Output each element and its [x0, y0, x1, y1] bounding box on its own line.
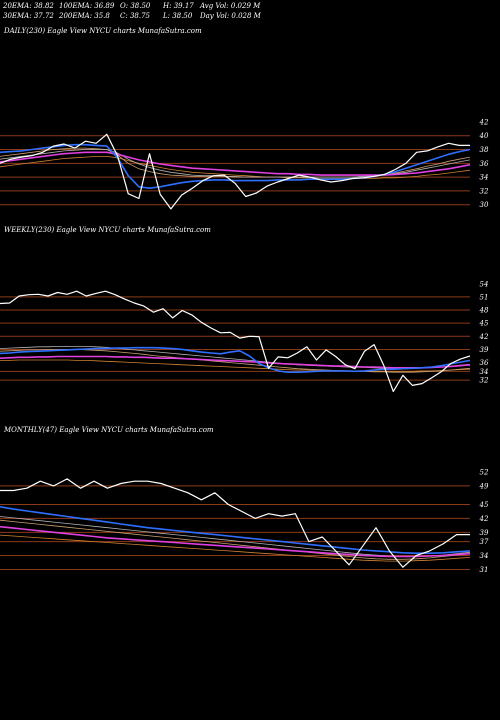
daily-chart-title: DAILY(230) Eagle View NYCU charts Munafa…: [4, 27, 202, 35]
weekly-ema-line-pink: [0, 355, 471, 369]
weekly-chart-title: WEEKLY(230) Eagle View NYCU charts Munaf…: [4, 226, 211, 234]
daily-y-tick-label: 32: [480, 187, 489, 195]
daily-y-tick-label: 36: [480, 160, 489, 168]
ema20-stat: 20EMA: 38.82: [3, 2, 54, 10]
weekly-ema-line-blue: [0, 346, 471, 374]
daily-y-tick-label: 30: [480, 201, 489, 209]
avg-vol-stat: Avg Vol: 0.029 M: [200, 2, 261, 10]
monthly-chart-title: MONTHLY(47) Eagle View NYCU charts Munaf…: [4, 426, 214, 434]
monthly-y-tick-label: 52: [480, 468, 489, 476]
weekly-y-tick-label: 48: [479, 307, 489, 315]
monthly-ema-line-tan: [0, 519, 471, 560]
ema30-stat: 30EMA: 37.72: [3, 12, 54, 20]
monthly-y-tick-label: 31: [480, 566, 489, 574]
open-stat: O: 38.50: [120, 2, 151, 10]
high-stat: H: 39.17: [163, 2, 194, 10]
daily-ema-line-pink: [0, 151, 471, 176]
weekly-y-tick-label: 36: [480, 359, 489, 367]
monthly-ema-line-blue: [0, 506, 471, 555]
monthly-y-tick-label: 45: [479, 501, 489, 509]
daily-y-tick-label: 42: [479, 118, 489, 126]
daily-y-tick-label: 34: [480, 174, 489, 182]
daily-price-line: [0, 133, 470, 210]
monthly-y-tick-label: 39: [480, 529, 489, 537]
monthly-ema-line-pink: [0, 525, 471, 558]
daily-ema-line-orange: [0, 155, 471, 179]
monthly-y-tick-label: 34: [480, 552, 489, 560]
close-stat: C: 38.75: [120, 12, 150, 20]
weekly-ema-line-orange: [0, 359, 471, 372]
monthly-y-tick-label: 37: [480, 538, 489, 546]
monthly-ema-line-orange: [0, 534, 471, 562]
ema200-stat: 200EMA: 35.8: [59, 12, 110, 20]
monthly-y-tick-label: 42: [479, 515, 489, 523]
low-stat: L: 38.50: [163, 12, 193, 20]
weekly-y-tick-label: 32: [480, 377, 489, 385]
weekly-y-tick-label: 39: [480, 346, 489, 354]
daily-y-tick-label: 38: [480, 146, 489, 154]
day-vol-stat: Day Vol: 0.028 M: [200, 12, 261, 20]
daily-ema-line-tan: [0, 147, 471, 178]
monthly-y-tick-label: 49: [479, 482, 489, 490]
weekly-y-tick-label: 54: [480, 280, 489, 288]
weekly-y-tick-label: 34: [480, 368, 489, 376]
ema100-stat: 100EMA: 36.89: [59, 2, 115, 10]
weekly-y-tick-label: 45: [479, 320, 489, 328]
monthly-price-line: [0, 478, 470, 568]
stats-header: 20EMA: 38.82 100EMA: 36.89 O: 38.50 H: 3…: [0, 0, 500, 24]
daily-y-tick-label: 40: [479, 132, 489, 140]
daily-ema-line-blue: [0, 143, 471, 189]
weekly-y-tick-label: 42: [479, 333, 489, 341]
weekly-price-line: [0, 290, 471, 393]
weekly-y-tick-label: 51: [480, 293, 489, 301]
